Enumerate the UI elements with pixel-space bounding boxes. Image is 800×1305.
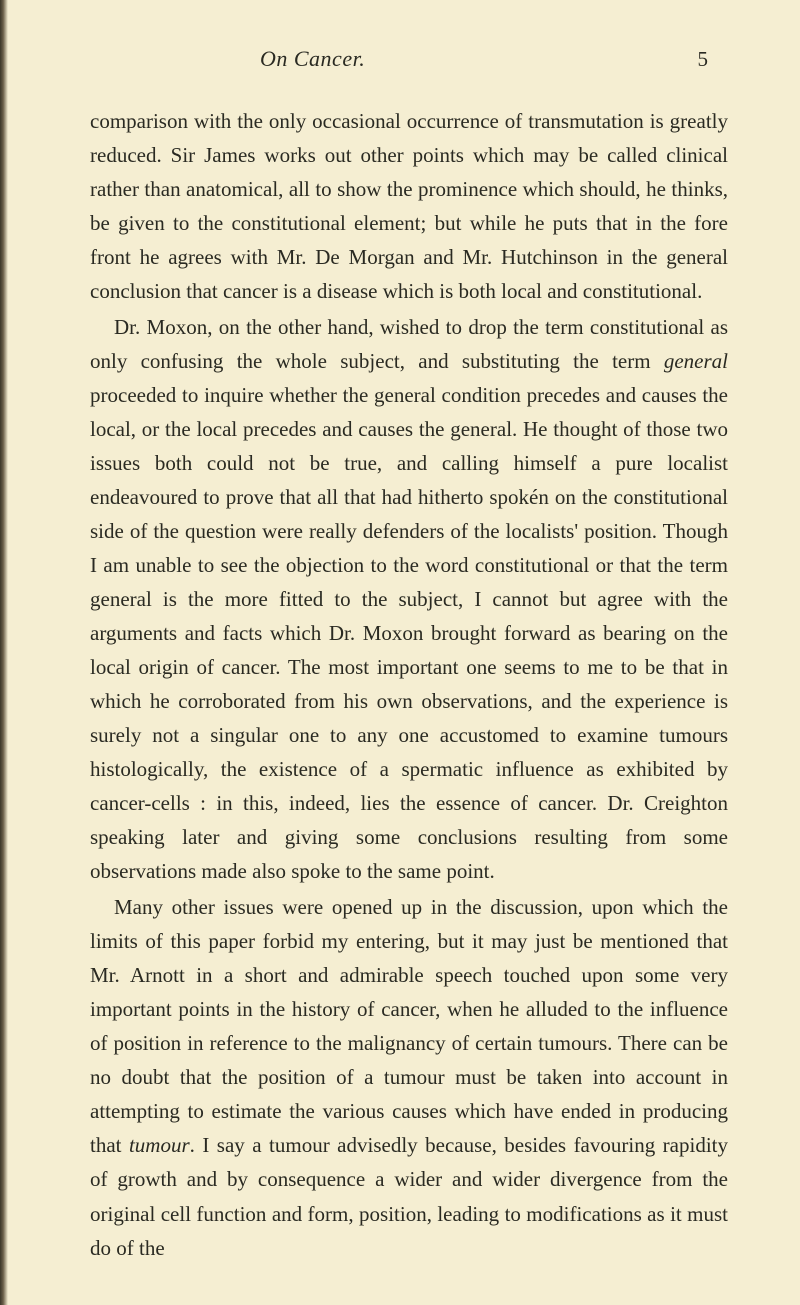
paragraph-text-start: Dr. Moxon, on the other hand, wished to … (90, 315, 728, 373)
body-paragraph-3: Many other issues were opened up in the … (90, 890, 728, 1264)
page-number: 5 (698, 47, 709, 72)
body-paragraph-2: Dr. Moxon, on the other hand, wished to … (90, 310, 728, 888)
paragraph-text-start: Many other issues were opened up in the … (90, 895, 728, 1157)
paragraph-text-end: proceeded to inquire whether the general… (90, 383, 728, 883)
body-paragraph-1: comparison with the only occasional occu… (90, 104, 728, 308)
running-title: On Cancer. (260, 46, 365, 72)
paragraph-text: comparison with the only occasional occu… (90, 109, 728, 303)
page-header: On Cancer. 5 (90, 46, 728, 72)
page-spine-shadow (0, 0, 8, 1305)
italic-term-tumour: tumour (129, 1133, 190, 1157)
italic-term-general: general (664, 349, 728, 373)
